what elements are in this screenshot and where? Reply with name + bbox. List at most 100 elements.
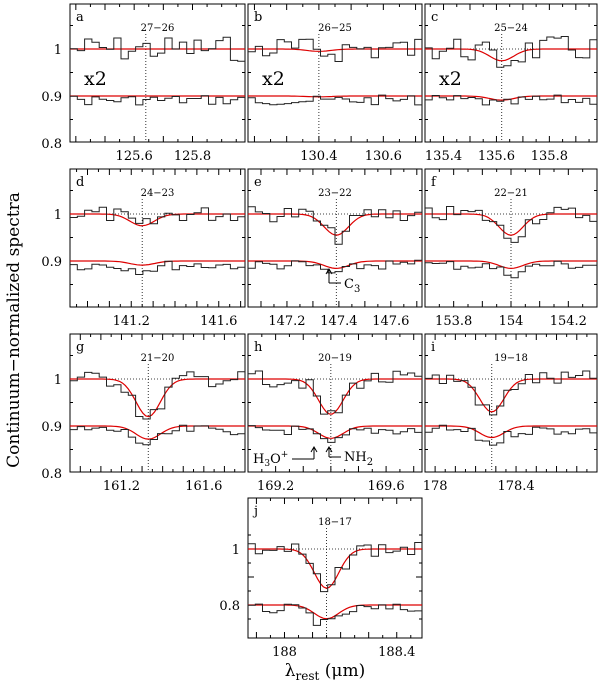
- panel-letter: c: [431, 10, 438, 25]
- spectrum-lower: [248, 425, 422, 443]
- nh2-label: NH2: [344, 450, 373, 468]
- x-axis-lambda: λ: [285, 661, 296, 681]
- x-tick-label: 154.2: [550, 314, 587, 329]
- c3-text: C: [344, 277, 354, 292]
- panel-e: 147.2 147.4 147.6 e 23−22: [247, 168, 423, 329]
- c3-arrowhead: [325, 268, 333, 275]
- c3-sub: 3: [354, 284, 360, 295]
- nh2-text: NH: [344, 450, 367, 465]
- y-tick-label: 0.8: [219, 599, 240, 614]
- model-fit-lower: [248, 425, 422, 439]
- spectrum-lower: [248, 259, 422, 274]
- model-fit-lower: [425, 260, 597, 270]
- spectrum-lower: [425, 94, 597, 106]
- panel-g: 161.2 161.6 1 0.9 0.8 g 21−20: [41, 333, 246, 494]
- x-tick-label: 141.2: [113, 314, 150, 329]
- panel-f: 153.8 154 154.2 f 22−21: [424, 168, 598, 329]
- transition-label: 20−19: [318, 353, 352, 364]
- x-tick-label: 188.4: [378, 645, 415, 660]
- h3o-part: 3: [264, 459, 270, 469]
- y-tick-label: 0.8: [41, 467, 62, 482]
- x-tick-label: 147.4: [320, 314, 357, 329]
- y-tick-label: 1: [54, 43, 62, 58]
- spectrum-upper: [248, 370, 422, 415]
- transition-label: 26−25: [318, 23, 352, 34]
- model-fit-upper: [425, 378, 597, 413]
- x-tick-label: 147.6: [372, 314, 409, 329]
- panel-letter: j: [252, 504, 258, 519]
- x-tick-label: 125.6: [116, 149, 153, 164]
- panel-letter: h: [254, 340, 263, 355]
- nh2-sub: 2: [367, 457, 373, 468]
- x-axis-unit: (μm): [319, 661, 365, 681]
- model-fit-lower: [70, 260, 245, 266]
- model-fit-lower: [425, 425, 597, 439]
- spectrum-lower: [248, 603, 422, 626]
- h3o-part: H: [253, 452, 264, 467]
- spectrum-lower: [248, 94, 422, 106]
- spectrum-lower: [70, 424, 245, 446]
- x-tick-label: 178.4: [497, 479, 534, 494]
- panel-letter: f: [431, 175, 437, 190]
- model-fit-upper: [70, 378, 245, 418]
- spectrum-lower: [425, 260, 597, 279]
- x-tick-label: 130.4: [300, 149, 337, 164]
- model-fit-upper: [248, 378, 422, 415]
- scale-label: x2: [439, 68, 462, 90]
- x-tick-label: 178: [423, 479, 448, 494]
- x-tick-label: 135.4: [425, 149, 462, 164]
- spectrum-lower: [425, 424, 597, 446]
- y-tick-label: 0.9: [41, 90, 62, 105]
- panel-h: 169.2 169.6 h 20−19: [247, 333, 423, 494]
- spectrum-upper: [248, 206, 422, 245]
- spectrum-upper: [248, 542, 422, 593]
- c3-label: C3: [344, 277, 360, 295]
- transition-label: 18−17: [318, 517, 352, 528]
- spectrum-lower: [70, 260, 245, 275]
- h3o-part: +: [281, 450, 289, 460]
- panel-i: 178 178.4 i 19−18: [423, 333, 598, 494]
- x-axis-title: λrest (μm): [285, 661, 365, 683]
- transition-label: 25−24: [494, 23, 528, 34]
- x-tick-label: 161.6: [185, 479, 222, 494]
- transition-label: 21−20: [141, 353, 175, 364]
- y-tick-label: 1: [54, 208, 62, 223]
- spectrum-upper: [425, 370, 597, 416]
- x-tick-label: 141.6: [200, 314, 237, 329]
- y-tick-label: 0.9: [41, 420, 62, 435]
- scale-label: x2: [262, 68, 285, 90]
- transition-label: 22−21: [494, 188, 528, 199]
- model-fit-lower: [248, 95, 422, 98]
- x-tick-label: 154: [499, 314, 524, 329]
- h3o-part: O: [270, 452, 281, 467]
- y-axis-title: Continuum−normalized spectra: [4, 192, 24, 468]
- x-tick-label: 169.6: [367, 479, 404, 494]
- x-tick-label: 188: [272, 645, 297, 660]
- spectrum-upper: [70, 371, 245, 420]
- transition-label: 24−23: [141, 188, 175, 199]
- spectrum-upper: [248, 38, 422, 62]
- model-fit-upper: [248, 48, 422, 52]
- panel-letter: d: [76, 175, 84, 190]
- x-axis-sub: rest: [296, 669, 320, 683]
- spectrum-upper: [70, 36, 245, 62]
- transition-label: 23−22: [318, 188, 352, 199]
- spectrum-lower: [70, 95, 245, 106]
- panel-d: 141.2 141.6 1 0.9 d 24−23: [41, 168, 246, 329]
- h3o-label: H3O+: [253, 450, 288, 469]
- x-tick-label: 161.2: [103, 479, 140, 494]
- panel-c: 135.4 135.6 135.8 c 25−24 x2: [424, 3, 598, 164]
- spectrum-upper: [425, 36, 597, 68]
- panel-j: 188 188.4 1 0.8 j 18−17: [219, 497, 423, 660]
- x-tick-label: 135.8: [531, 149, 568, 164]
- panel-a: 125.6 125.8 1 0.9 0.8 a 27−26 x2: [41, 3, 246, 164]
- x-tick-label: 169.2: [257, 479, 294, 494]
- panel-b: 130.4 130.6 b 26−25 x2: [247, 3, 423, 164]
- panel-letter: i: [431, 340, 435, 355]
- spectrum-upper: [70, 206, 245, 225]
- x-tick-label: 135.6: [478, 149, 515, 164]
- panel-letter: e: [254, 175, 262, 190]
- y-tick-label: 0.8: [41, 137, 62, 152]
- y-tick-label: 0.9: [41, 255, 62, 270]
